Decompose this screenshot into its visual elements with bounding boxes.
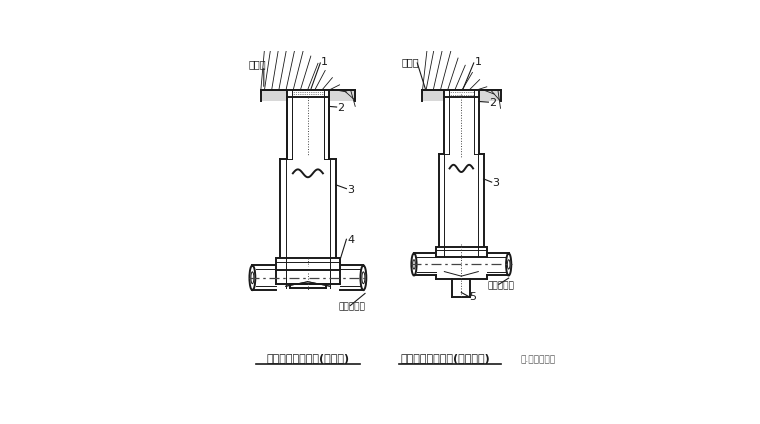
Bar <box>436 257 487 279</box>
Bar <box>422 90 501 100</box>
Bar <box>277 270 339 284</box>
Text: 3: 3 <box>347 184 354 195</box>
Text: 5: 5 <box>470 293 477 302</box>
Text: 非防护井盖检查井(有塑波纹): 非防护井盖检查井(有塑波纹) <box>400 354 490 364</box>
Text: 4: 4 <box>347 235 354 245</box>
Text: 1: 1 <box>321 57 328 67</box>
Bar <box>439 154 483 247</box>
Text: 非道路: 非道路 <box>402 57 420 67</box>
Bar <box>287 97 329 159</box>
Text: 2: 2 <box>337 103 344 113</box>
Bar <box>436 247 487 257</box>
Ellipse shape <box>249 265 255 290</box>
Bar <box>444 97 479 154</box>
Text: 埋地排水管: 埋地排水管 <box>487 282 515 290</box>
Text: 非防护井盖检查井(有流槽): 非防护井盖检查井(有流槽) <box>266 354 350 364</box>
Ellipse shape <box>360 265 366 290</box>
Text: 1: 1 <box>474 57 481 67</box>
Bar <box>276 258 340 270</box>
Text: 2: 2 <box>489 98 496 108</box>
Ellipse shape <box>506 253 511 276</box>
Bar <box>280 159 336 258</box>
Bar <box>287 90 329 97</box>
Text: 水.电知识平台: 水.电知识平台 <box>520 355 556 364</box>
Text: 非道路: 非道路 <box>249 59 266 69</box>
Bar <box>261 90 355 100</box>
Ellipse shape <box>411 253 416 276</box>
Text: 3: 3 <box>492 178 499 188</box>
Text: 埋地排水管: 埋地排水管 <box>339 303 366 312</box>
Bar <box>444 90 479 97</box>
